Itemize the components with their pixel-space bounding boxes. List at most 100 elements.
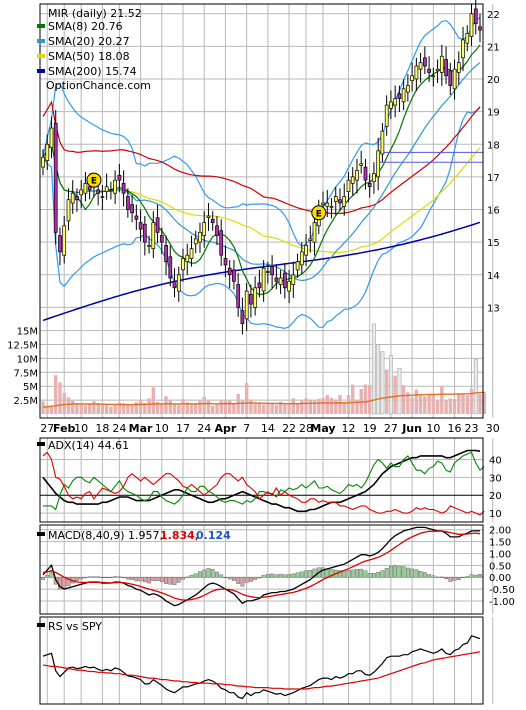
candle-body — [240, 310, 245, 324]
volume-bar — [270, 404, 274, 414]
candle-body — [159, 235, 164, 243]
macd-tick-label: 0.00 — [489, 573, 511, 584]
macd-histogram-bar — [278, 573, 283, 578]
candle-body — [469, 13, 474, 37]
candle-body — [45, 143, 50, 161]
macd-histogram-bar — [431, 575, 436, 578]
date-axis-label: 14 — [261, 422, 275, 435]
price-panel: EE — [41, 0, 483, 335]
candle-body — [461, 39, 465, 59]
macd-histogram-bar — [151, 577, 156, 582]
volume-bar — [457, 394, 461, 414]
macd-histogram-bar — [282, 574, 287, 578]
macd-tick-label: 0.50 — [489, 561, 511, 572]
macd-histogram-bar — [210, 569, 215, 578]
volume-bar — [177, 405, 181, 414]
macd-histogram-bar — [236, 577, 241, 584]
price-tick-label: 15 — [487, 238, 500, 249]
macd-histogram-bar — [380, 570, 385, 578]
candle-body — [87, 186, 92, 191]
volume-bar — [147, 398, 151, 414]
macd-histogram-bar — [338, 570, 342, 578]
candle-body — [41, 156, 45, 168]
candle-body — [270, 266, 274, 276]
macd-histogram-bar — [346, 570, 351, 578]
volume-tick-label: 15M — [17, 327, 38, 338]
candle-body — [346, 179, 351, 192]
macd-histogram-bar — [304, 570, 308, 578]
candle-body — [66, 199, 71, 222]
candle-body — [83, 183, 88, 194]
macd-histogram-bar — [257, 577, 262, 579]
earnings-marker — [86, 172, 102, 188]
candle-body — [49, 127, 54, 148]
macd-histogram-bar — [478, 574, 482, 578]
price-tick-label: 13 — [487, 303, 500, 314]
legend-swatch — [37, 69, 45, 73]
macd-histogram-bar — [91, 576, 96, 578]
macd-histogram-bar — [189, 574, 194, 578]
macd-histogram-bar — [96, 576, 101, 578]
macd-histogram-bar — [308, 570, 313, 578]
legend-swatch — [37, 39, 45, 43]
legend-swatch — [37, 54, 45, 58]
candle-body — [134, 215, 139, 220]
date-axis-label: Feb — [53, 422, 76, 435]
candle-body — [215, 225, 219, 236]
candle-body — [109, 189, 113, 192]
macd-histogram-bar — [168, 577, 173, 585]
candle-body — [384, 104, 389, 127]
candle-body — [308, 238, 313, 241]
volume-bar — [431, 394, 435, 414]
volume-bar — [410, 396, 414, 414]
candle-body — [138, 222, 143, 230]
candle-body — [206, 215, 211, 218]
volume-bar — [194, 402, 198, 414]
candle-body — [100, 196, 105, 198]
candle-body — [172, 280, 177, 289]
macd-histogram-bar — [253, 577, 257, 580]
volume-tick-label: 5M — [23, 382, 38, 393]
volume-bar — [406, 392, 410, 414]
candle-body — [210, 218, 215, 223]
candle-body — [96, 189, 101, 194]
candle-body — [164, 245, 168, 263]
candle-body — [257, 282, 262, 289]
volume-bar — [253, 404, 257, 414]
legend-label: SMA(200) 15.74 — [48, 65, 137, 78]
volume-bar — [385, 369, 389, 414]
candle-body — [185, 254, 190, 263]
volume-bar — [104, 405, 109, 414]
volume-bar — [181, 399, 185, 414]
macd-histogram-bar — [198, 571, 202, 578]
volume-bar — [291, 398, 295, 414]
macd-histogram-bar — [325, 568, 330, 578]
candle-body — [329, 205, 334, 208]
candle-body — [244, 290, 249, 320]
macd-histogram-bar — [274, 574, 279, 578]
date-axis-label: 22 — [282, 422, 296, 435]
volume-bar — [325, 395, 329, 414]
candle-body — [393, 98, 398, 106]
volume-panel — [41, 323, 486, 415]
volume-bar — [287, 404, 291, 414]
earnings-marker — [311, 205, 327, 221]
earnings-marker-label: E — [316, 209, 322, 219]
candle-body — [147, 245, 151, 247]
candle-body — [79, 189, 84, 196]
macd-histogram-bar — [49, 571, 54, 578]
macd-histogram-bar — [202, 569, 207, 578]
volume-bar — [232, 404, 236, 414]
candle-body — [142, 223, 147, 243]
volume-bar — [308, 399, 312, 414]
volume-bar — [88, 404, 92, 414]
volume-bar — [342, 401, 346, 414]
macd-histogram-bar — [185, 576, 190, 578]
macd-histogram-bar — [164, 577, 168, 584]
macd-histogram-bar — [130, 577, 134, 580]
candle-body — [274, 277, 279, 282]
candle-body — [456, 62, 461, 73]
macd-histogram-bar — [295, 572, 300, 578]
macd-histogram-bar — [270, 573, 274, 578]
